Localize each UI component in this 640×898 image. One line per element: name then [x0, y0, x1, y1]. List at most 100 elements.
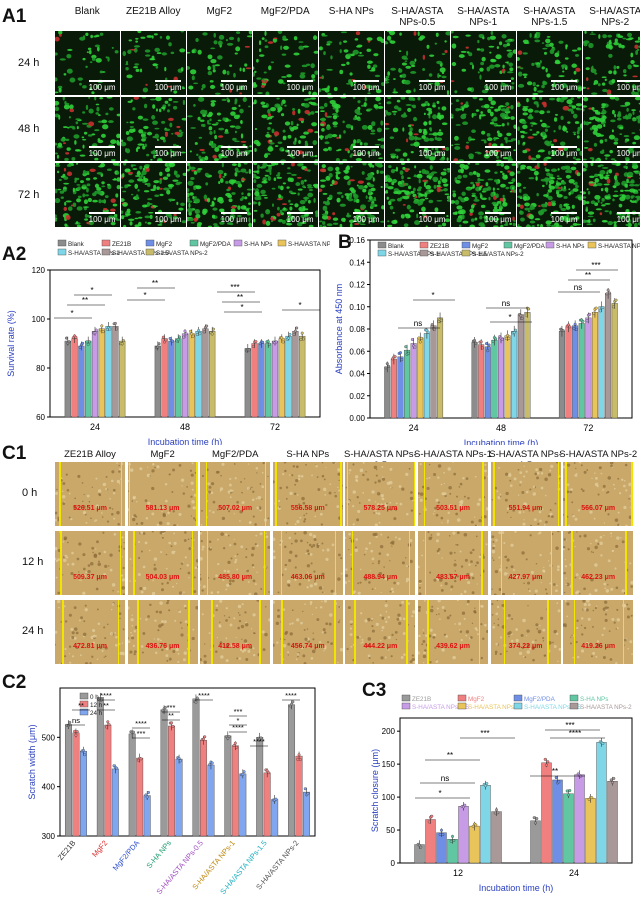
cell-speck: [106, 520, 110, 523]
cell-speck: [104, 564, 108, 568]
cell-speck: [379, 505, 382, 508]
legend-swatch: [461, 249, 471, 257]
live-cell: [406, 138, 409, 143]
fluorescence-image: 100 μm: [583, 163, 640, 227]
scratch-edge-line: [565, 462, 567, 526]
cell-speck: [350, 553, 353, 556]
cell-speck: [246, 569, 250, 573]
data-point: [430, 323, 434, 327]
live-cell: [261, 165, 266, 169]
cell-speck: [229, 544, 232, 547]
cell-speck: [374, 465, 378, 470]
cell-speck: [453, 551, 456, 554]
cell-speck: [150, 512, 154, 516]
cell-speck: [492, 544, 495, 548]
significance-label: *: [70, 309, 73, 318]
cell-speck: [118, 464, 120, 467]
cell-speck: [463, 532, 468, 537]
cell-speck: [242, 579, 245, 582]
live-cell: [245, 171, 249, 174]
cell-speck: [295, 658, 298, 661]
live-cell: [584, 121, 590, 126]
cell-speck: [372, 662, 375, 664]
live-cell: [248, 31, 252, 35]
cell-speck: [81, 482, 84, 484]
cell-speck: [374, 481, 378, 484]
scratch-width-label: 485.80 μm: [218, 574, 253, 581]
cell-speck: [453, 577, 455, 579]
cell-speck: [68, 516, 71, 519]
scale-bar-line: [617, 80, 640, 82]
scratch-image: 463.06 μm: [272, 531, 343, 595]
panel-label-a2: A2: [2, 244, 27, 265]
live-cell: [480, 111, 483, 114]
live-cell: [537, 90, 544, 93]
live-cell: [408, 124, 412, 128]
live-cell: [241, 196, 245, 200]
live-cell: [454, 146, 461, 150]
live-cell: [231, 163, 237, 167]
cell-dots: [187, 163, 252, 227]
live-cell: [397, 107, 402, 112]
live-cell: [326, 223, 333, 227]
bar: [112, 326, 119, 418]
cell-speck: [161, 536, 164, 539]
cell-speck: [303, 518, 306, 521]
cell-speck: [71, 631, 75, 635]
live-cell: [577, 126, 582, 131]
live-cell: [601, 149, 605, 152]
live-cell: [109, 208, 116, 212]
live-cell: [239, 108, 244, 114]
live-cell: [325, 175, 331, 181]
live-cell: [398, 68, 403, 73]
live-cell: [513, 124, 516, 129]
cell-speck: [233, 538, 235, 540]
cell-speck: [318, 586, 323, 590]
cell-speck: [367, 644, 371, 648]
live-cell: [359, 51, 362, 54]
live-cell: [85, 65, 88, 69]
live-cell: [71, 157, 76, 161]
cell-speck: [539, 553, 542, 557]
live-cell: [560, 186, 563, 191]
data-point: [198, 332, 202, 336]
live-cell: [234, 125, 241, 130]
live-cell: [217, 55, 223, 60]
live-cell: [601, 76, 607, 79]
cell-speck: [418, 609, 421, 612]
live-cell: [73, 134, 80, 139]
live-cell: [308, 101, 313, 104]
live-cell: [511, 186, 515, 190]
cell-speck: [155, 610, 158, 614]
cell-speck: [59, 662, 61, 664]
live-cell: [632, 118, 638, 121]
live-cell: [122, 190, 127, 193]
scale-bar-label: 100 μm: [88, 149, 116, 158]
live-cell: [385, 191, 388, 194]
cell-speck: [201, 509, 204, 512]
live-cell: [304, 109, 310, 115]
cell-speck: [568, 524, 571, 526]
data-point: [486, 349, 490, 353]
live-cell: [372, 177, 375, 182]
cell-speck: [334, 491, 336, 494]
cell-speck: [306, 564, 310, 568]
cell-speck: [241, 491, 244, 494]
live-cell: [529, 128, 533, 131]
live-cell: [195, 38, 199, 42]
live-cell: [583, 97, 589, 102]
cell-speck: [133, 629, 136, 633]
live-cell: [259, 48, 262, 53]
live-cell: [332, 222, 339, 225]
live-cell: [309, 155, 315, 158]
bar: [104, 724, 112, 837]
live-cell: [350, 81, 354, 87]
live-cell: [106, 183, 111, 186]
live-cell: [101, 119, 108, 124]
live-cell: [463, 196, 469, 202]
live-cell: [271, 163, 276, 166]
live-cell: [321, 213, 328, 216]
cell-speck: [355, 538, 359, 541]
cell-speck: [556, 565, 560, 569]
live-cell: [75, 121, 79, 125]
